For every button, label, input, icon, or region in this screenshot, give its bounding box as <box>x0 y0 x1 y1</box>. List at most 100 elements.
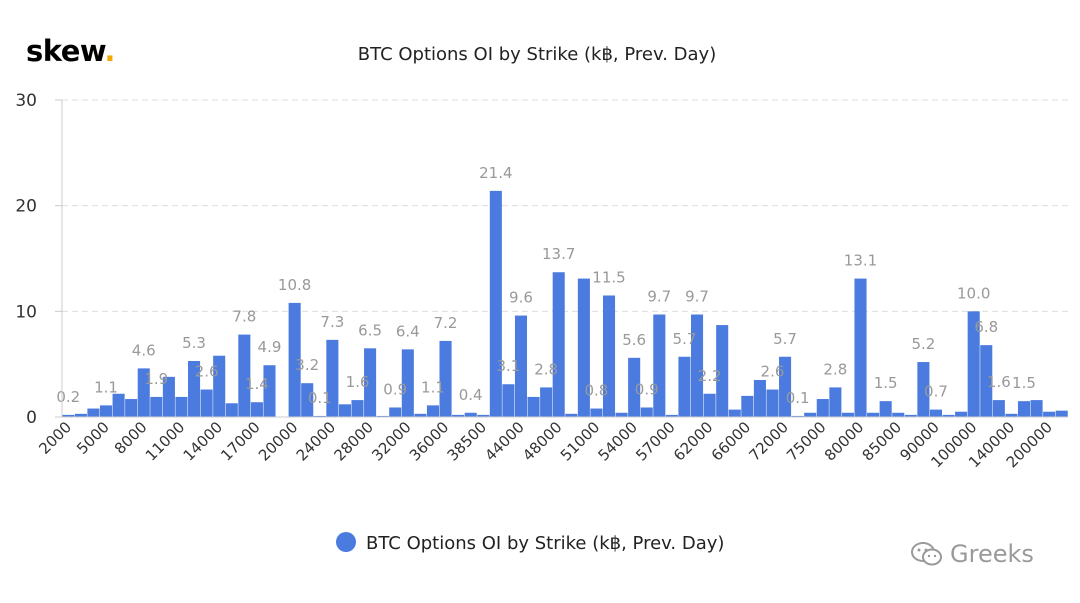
bar <box>955 411 968 417</box>
data-label: 9.6 <box>509 289 533 307</box>
bar <box>628 357 641 417</box>
bar <box>99 405 113 417</box>
bar <box>489 190 502 417</box>
bar <box>74 413 87 417</box>
bar <box>200 389 213 417</box>
bar <box>1017 401 1031 417</box>
data-label: 2.2 <box>698 367 722 385</box>
data-label: 1.5 <box>1012 374 1036 392</box>
bar <box>225 403 238 417</box>
data-label: 7.3 <box>320 313 344 331</box>
bar <box>338 404 351 417</box>
x-tick-label: 17000 <box>217 418 263 464</box>
bar <box>452 414 465 417</box>
data-label: 5.6 <box>622 331 646 349</box>
data-label: 2.6 <box>195 363 219 381</box>
bar <box>552 272 565 417</box>
x-tick-label: 75000 <box>783 418 829 464</box>
data-label: 1.1 <box>421 378 445 396</box>
data-label: 0.1 <box>786 389 810 407</box>
bar <box>389 407 402 417</box>
brand-dot: . <box>104 34 115 68</box>
data-label: 2.8 <box>823 360 847 378</box>
bar <box>137 368 150 417</box>
bar <box>301 383 314 417</box>
bar <box>250 402 263 417</box>
data-label: 0.1 <box>308 389 332 407</box>
y-tick-label: 10 <box>15 302 37 322</box>
data-label: 5.7 <box>773 330 797 348</box>
bar <box>351 400 364 417</box>
x-tick-label: 5000 <box>73 418 113 458</box>
x-tick-label: 85000 <box>859 418 905 464</box>
data-label: 5.7 <box>673 330 697 348</box>
bar <box>87 408 100 417</box>
bar <box>967 311 980 417</box>
bar <box>753 380 766 417</box>
bar <box>691 314 704 417</box>
x-tick-label: 80000 <box>821 418 867 464</box>
bar <box>716 325 729 417</box>
data-label: 7.2 <box>434 314 458 332</box>
legend[interactable]: BTC Options OI by Strike (k฿, Prev. Day) <box>336 532 724 554</box>
data-label: 10.8 <box>278 276 311 294</box>
bar <box>841 412 854 417</box>
data-label: 9.7 <box>685 288 709 306</box>
bar <box>678 356 691 417</box>
x-tick-label: 48000 <box>519 418 565 464</box>
bar <box>376 415 389 417</box>
bar <box>741 395 754 417</box>
bar <box>477 414 490 417</box>
data-label: 2.8 <box>534 360 558 378</box>
bar <box>766 389 779 417</box>
x-tick-label: 44000 <box>481 418 527 464</box>
bar <box>175 396 188 417</box>
bar <box>464 412 477 417</box>
x-tick-label: 32000 <box>368 418 414 464</box>
bar <box>577 278 590 417</box>
bar <box>791 415 804 417</box>
data-label: 9.7 <box>647 288 671 306</box>
data-label: 11.5 <box>592 268 625 286</box>
data-labels: 0.2 1.1 4.6 1.9 5.3 2.6 7.8 1.4 4.9 10.8 3.2 0.1 7.3… <box>56 164 1036 407</box>
bar <box>728 409 741 417</box>
bar <box>602 295 616 417</box>
data-label: 6.5 <box>358 321 382 339</box>
bar <box>1043 411 1056 417</box>
bar <box>917 362 930 417</box>
bar <box>640 407 653 417</box>
bar <box>213 355 226 417</box>
data-label: 1.6 <box>346 373 370 391</box>
bar <box>401 349 414 417</box>
brand-name: skew <box>26 34 105 68</box>
data-label: 3.1 <box>496 357 520 375</box>
data-label: 0.2 <box>56 388 80 406</box>
x-tick-label: 36000 <box>406 418 452 464</box>
bar <box>854 278 867 417</box>
bar <box>1030 400 1043 417</box>
bar <box>426 405 439 417</box>
bar <box>527 396 540 417</box>
bar <box>992 400 1005 417</box>
bar <box>892 412 905 417</box>
wechat-watermark: Greeks <box>910 540 1034 568</box>
bar <box>653 314 666 417</box>
bar <box>779 356 792 417</box>
bar <box>615 412 628 417</box>
data-label: 1.5 <box>874 374 898 392</box>
data-label: 7.8 <box>232 308 256 326</box>
legend-marker-icon <box>336 532 356 552</box>
data-label: 5.3 <box>182 334 206 352</box>
data-label: 5.2 <box>911 335 935 353</box>
bar <box>313 415 326 417</box>
bar <box>703 393 716 417</box>
bar <box>125 399 138 417</box>
data-label: 0.8 <box>585 382 609 400</box>
x-tick-label: 11000 <box>142 418 188 464</box>
data-label: 0.7 <box>924 383 948 401</box>
x-tick-label: 24000 <box>293 418 339 464</box>
x-tick-label: 20000 <box>255 418 301 464</box>
bar <box>364 348 377 417</box>
bar <box>942 414 955 417</box>
